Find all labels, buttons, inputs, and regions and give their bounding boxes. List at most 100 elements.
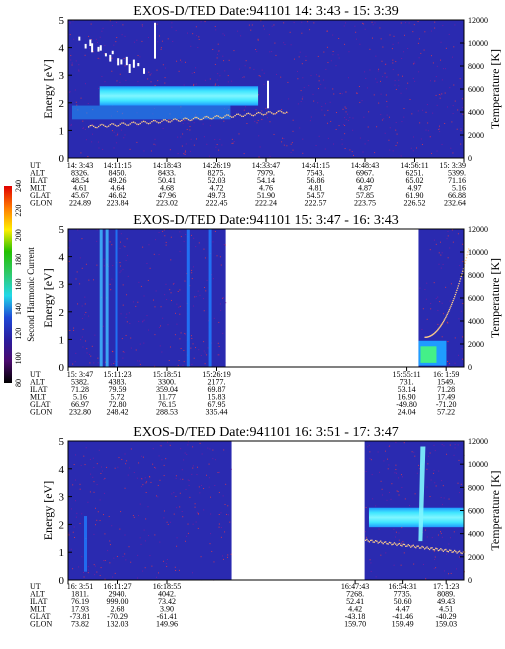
noise-dot <box>122 357 124 359</box>
colorbar-tick: 80 <box>14 379 23 387</box>
noise-dot <box>167 324 169 326</box>
temperature-point <box>436 330 438 332</box>
noise-dot <box>452 105 454 107</box>
noise-dot <box>258 135 260 137</box>
noise-dot <box>449 300 451 302</box>
noise-dot <box>248 24 250 26</box>
temperature-point <box>232 116 235 118</box>
noise-dot <box>462 303 464 305</box>
noise-dot <box>462 261 464 263</box>
noise-dot <box>188 480 190 482</box>
temperature-point <box>427 547 429 550</box>
table-cell: 54.14 <box>257 176 275 185</box>
noise-dot <box>91 133 93 135</box>
temperature-point <box>378 541 381 543</box>
noise-dot <box>218 149 220 151</box>
noise-dot <box>224 503 226 505</box>
noise-dot <box>441 336 443 338</box>
table-cell: 15:18:51 <box>153 370 181 379</box>
noise-dot <box>344 106 346 108</box>
temperature-point <box>421 545 423 548</box>
noise-dot <box>458 354 460 356</box>
noise-dot <box>425 111 427 113</box>
table-row-label: GLON <box>30 199 52 208</box>
temperature-point <box>279 110 281 112</box>
noise-dot <box>179 250 181 252</box>
noise-dot <box>187 532 189 534</box>
noise-dot <box>348 51 350 53</box>
noise-dot <box>111 130 113 132</box>
table-cell: -40.29 <box>436 612 457 621</box>
noise-dot <box>158 327 160 329</box>
noise-dot <box>159 479 161 481</box>
temperature-point <box>432 548 434 551</box>
noise-dot <box>438 252 440 254</box>
noise-dot <box>208 155 210 157</box>
temperature-point <box>254 114 256 116</box>
noise-dot <box>243 153 245 155</box>
noise-dot <box>368 111 370 113</box>
temperature-point <box>423 548 426 550</box>
streak <box>109 54 112 62</box>
noise-dot <box>126 460 128 462</box>
noise-dot <box>385 552 387 554</box>
noise-dot <box>91 345 93 347</box>
temperature-point <box>224 115 226 117</box>
noise-dot <box>179 492 181 494</box>
noise-dot <box>317 55 319 57</box>
noise-dot <box>70 59 72 61</box>
noise-dot <box>442 24 444 26</box>
noise-dot <box>190 45 192 47</box>
streak <box>154 22 156 59</box>
noise-dot <box>301 21 303 23</box>
table-cell: -41.46 <box>392 612 413 621</box>
noise-dot <box>262 25 264 27</box>
noise-dot <box>102 325 104 327</box>
noise-dot <box>93 362 95 364</box>
noise-dot <box>147 329 149 331</box>
noise-dot <box>447 257 449 259</box>
temperature-point <box>455 550 457 553</box>
temperature-point <box>207 116 210 119</box>
noise-dot <box>209 125 211 127</box>
noise-dot <box>398 477 400 479</box>
table-cell: 4.97 <box>408 184 422 193</box>
noise-dot <box>79 483 81 485</box>
noise-dot <box>158 572 160 574</box>
temperature-point <box>276 111 278 114</box>
table-cell: 232.64 <box>444 199 466 208</box>
noise-dot <box>93 533 95 535</box>
noise-dot <box>456 128 458 130</box>
noise-dot <box>126 238 128 240</box>
noise-dot <box>109 562 111 564</box>
noise-dot <box>115 135 117 137</box>
table-cell: 6251. <box>406 169 424 178</box>
temperature-point <box>236 113 238 116</box>
table-cell: 15:26:19 <box>202 370 230 379</box>
temperature-point <box>434 331 437 333</box>
table-cell: 223.84 <box>107 199 129 208</box>
noise-dot <box>159 345 161 347</box>
noise-dot <box>145 482 147 484</box>
noise-dot <box>420 138 422 140</box>
noise-dot <box>424 529 426 531</box>
table-cell: 248.42 <box>107 408 129 417</box>
noise-dot <box>176 545 178 547</box>
noise-dot <box>69 91 71 93</box>
temperature-point <box>450 549 452 552</box>
noise-dot <box>407 47 409 49</box>
noise-dot <box>193 237 195 239</box>
panel-title: EXOS-D/TED Date:941101 14: 3:43 - 15: 3:… <box>133 4 398 19</box>
noise-dot <box>160 47 162 49</box>
noise-dot <box>443 497 445 499</box>
noise-dot <box>258 156 260 158</box>
spectrogram-panel-3: EXOS-D/TED Date:941101 16: 3:51 - 17: 3:… <box>30 425 502 629</box>
temperature-point <box>448 309 451 311</box>
noise-dot <box>442 485 444 487</box>
noise-dot <box>447 365 449 367</box>
noise-dot <box>193 83 195 85</box>
noise-dot <box>169 444 171 446</box>
noise-dot <box>344 133 346 135</box>
noise-dot <box>271 51 273 53</box>
noise-dot <box>124 351 126 353</box>
